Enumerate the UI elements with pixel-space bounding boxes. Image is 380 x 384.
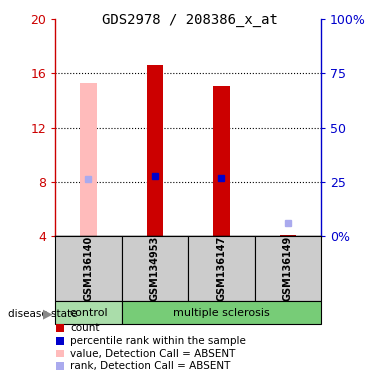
Bar [55, 236, 122, 301]
Bar [280, 235, 296, 236]
Bar [56, 349, 63, 357]
Bar [55, 301, 122, 324]
Bar [56, 362, 63, 370]
Bar [147, 65, 163, 236]
Text: GSM134953: GSM134953 [150, 236, 160, 301]
Bar [255, 236, 321, 301]
Bar [56, 337, 63, 345]
Text: disease state: disease state [8, 309, 77, 319]
Bar [122, 301, 321, 324]
Text: GDS2978 / 208386_x_at: GDS2978 / 208386_x_at [102, 13, 278, 27]
Text: rank, Detection Call = ABSENT: rank, Detection Call = ABSENT [70, 361, 231, 371]
Text: control: control [69, 308, 108, 318]
Text: GSM136140: GSM136140 [83, 236, 93, 301]
Text: percentile rank within the sample: percentile rank within the sample [70, 336, 246, 346]
Text: multiple sclerosis: multiple sclerosis [173, 308, 270, 318]
Bar [80, 83, 97, 236]
Text: value, Detection Call = ABSENT: value, Detection Call = ABSENT [70, 349, 236, 359]
Text: GSM136149: GSM136149 [283, 236, 293, 301]
Bar [56, 324, 63, 332]
Text: GSM136147: GSM136147 [216, 236, 226, 301]
Bar [188, 236, 255, 301]
Bar [122, 236, 188, 301]
Text: ▶: ▶ [43, 307, 52, 320]
Bar [213, 86, 230, 236]
Text: count: count [70, 323, 100, 333]
